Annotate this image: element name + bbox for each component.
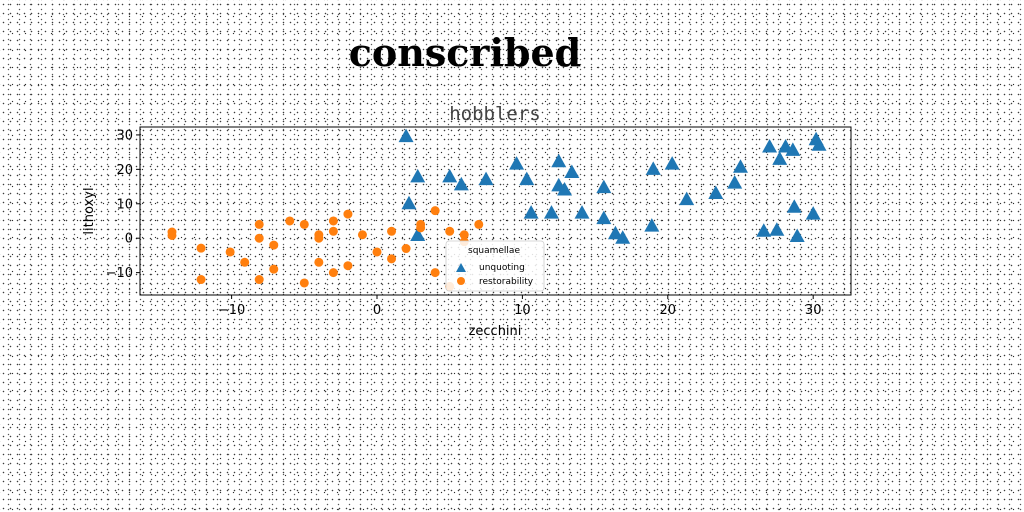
point-restorability-18 bbox=[328, 226, 338, 236]
point-unquoting-19 bbox=[615, 230, 631, 244]
legend-title: squamellae bbox=[468, 246, 520, 256]
x-tick-label: 10 bbox=[514, 303, 531, 318]
point-restorability-26 bbox=[401, 244, 411, 254]
y-axis-label: lithoxyl bbox=[82, 187, 97, 234]
point-restorability-3 bbox=[196, 275, 206, 285]
legend-marker-restorability bbox=[457, 277, 465, 285]
point-unquoting-20 bbox=[644, 218, 660, 232]
point-unquoting-28 bbox=[762, 138, 778, 153]
point-unquoting-26 bbox=[732, 159, 748, 173]
point-restorability-4 bbox=[225, 247, 235, 257]
point-restorability-6 bbox=[254, 219, 264, 229]
point-unquoting-10 bbox=[543, 205, 559, 219]
point-unquoting-11 bbox=[551, 153, 567, 168]
legend-label-unquoting: unquoting bbox=[479, 263, 525, 273]
point-restorability-29 bbox=[430, 206, 440, 216]
figure-title: conscribed bbox=[348, 30, 582, 75]
y-tick-label: 30 bbox=[116, 128, 133, 143]
point-restorability-23 bbox=[372, 247, 382, 257]
point-unquoting-33 bbox=[786, 199, 802, 213]
point-unquoting-8 bbox=[519, 171, 535, 186]
point-unquoting-22 bbox=[664, 156, 680, 170]
point-unquoting-14 bbox=[564, 164, 580, 178]
point-restorability-21 bbox=[343, 261, 353, 271]
point-unquoting-0 bbox=[398, 128, 414, 143]
point-unquoting-13 bbox=[557, 182, 573, 196]
y-tick-label: 10 bbox=[116, 197, 133, 212]
x-tick-label: 0 bbox=[373, 303, 381, 318]
point-unquoting-15 bbox=[574, 205, 590, 219]
axis-ticks: −10 0 10 20 30 −10 0 10 20 30 bbox=[106, 128, 822, 318]
point-restorability-16 bbox=[314, 257, 324, 267]
point-unquoting-27 bbox=[756, 223, 772, 237]
point-unquoting-21 bbox=[645, 161, 661, 175]
point-unquoting-34 bbox=[789, 228, 805, 242]
point-restorability-25 bbox=[387, 254, 397, 264]
point-restorability-13 bbox=[299, 278, 309, 288]
point-unquoting-23 bbox=[679, 191, 695, 206]
point-restorability-2 bbox=[196, 243, 206, 253]
point-restorability-9 bbox=[269, 240, 279, 250]
point-unquoting-5 bbox=[453, 176, 469, 191]
y-tick-label: 0 bbox=[125, 232, 133, 247]
chart-title: hobblers bbox=[449, 103, 541, 125]
point-restorability-28 bbox=[416, 223, 426, 233]
point-unquoting-2 bbox=[410, 168, 426, 183]
point-restorability-1 bbox=[167, 230, 177, 240]
point-unquoting-7 bbox=[509, 156, 525, 170]
point-unquoting-29 bbox=[769, 222, 785, 236]
legend: squamellae unquoting restorability bbox=[445, 240, 545, 292]
y-tick-label: −10 bbox=[106, 266, 133, 281]
point-restorability-11 bbox=[285, 216, 295, 226]
point-restorability-22 bbox=[357, 230, 367, 240]
point-unquoting-6 bbox=[478, 171, 494, 186]
point-unquoting-30 bbox=[772, 151, 788, 165]
point-restorability-17 bbox=[328, 216, 338, 226]
plot-marks bbox=[167, 128, 827, 291]
legend-label-restorability: restorability bbox=[479, 277, 534, 287]
point-restorability-31 bbox=[445, 226, 455, 236]
point-restorability-30 bbox=[430, 268, 440, 278]
point-restorability-12 bbox=[299, 219, 309, 229]
point-unquoting-3 bbox=[410, 227, 426, 241]
point-unquoting-17 bbox=[596, 210, 612, 225]
point-unquoting-1 bbox=[401, 195, 417, 210]
point-restorability-5 bbox=[240, 257, 250, 267]
point-unquoting-16 bbox=[596, 179, 612, 194]
point-restorability-35 bbox=[474, 219, 484, 229]
point-unquoting-25 bbox=[727, 175, 743, 189]
x-tick-label: 20 bbox=[660, 303, 677, 318]
legend-box bbox=[445, 240, 545, 292]
y-tick-label: 20 bbox=[116, 163, 133, 178]
point-restorability-10 bbox=[269, 264, 279, 274]
point-restorability-24 bbox=[387, 226, 397, 236]
point-unquoting-35 bbox=[805, 206, 821, 220]
x-tick-label: −10 bbox=[218, 303, 245, 318]
point-unquoting-18 bbox=[607, 225, 623, 240]
plot-frame bbox=[139, 126, 852, 296]
point-restorability-7 bbox=[254, 233, 264, 243]
point-unquoting-32 bbox=[785, 142, 801, 156]
point-unquoting-4 bbox=[442, 168, 458, 183]
point-unquoting-37 bbox=[811, 137, 827, 151]
legend-marker-unquoting bbox=[456, 263, 466, 272]
point-restorability-8 bbox=[254, 275, 264, 285]
point-restorability-20 bbox=[343, 209, 353, 219]
point-restorability-33 bbox=[459, 230, 469, 240]
x-axis-label: zecchini bbox=[469, 324, 522, 339]
point-unquoting-24 bbox=[708, 185, 724, 199]
point-unquoting-9 bbox=[523, 205, 539, 219]
x-tick-label: 30 bbox=[805, 303, 822, 318]
point-restorability-15 bbox=[314, 233, 324, 243]
point-restorability-19 bbox=[328, 268, 338, 278]
